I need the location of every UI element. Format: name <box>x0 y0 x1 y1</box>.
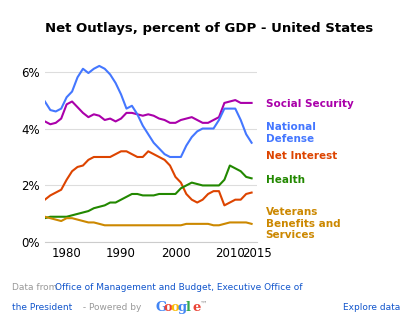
Text: o: o <box>163 301 172 314</box>
Text: Health: Health <box>266 175 304 185</box>
Text: Data from: Data from <box>12 284 60 292</box>
Text: g: g <box>178 301 187 314</box>
Text: Social Security: Social Security <box>266 99 353 109</box>
Text: Net Outlays, percent of GDP - United States: Net Outlays, percent of GDP - United Sta… <box>45 22 373 35</box>
Text: Net Interest: Net Interest <box>266 151 337 161</box>
Text: o: o <box>171 301 179 314</box>
Text: G: G <box>156 301 167 314</box>
Text: ™: ™ <box>200 300 208 309</box>
Text: Explore data: Explore data <box>343 303 400 312</box>
Text: National
Defense: National Defense <box>266 122 315 144</box>
Text: e: e <box>193 301 201 314</box>
Text: - Powered by: - Powered by <box>80 303 144 312</box>
Text: Veterans
Benefits and
Services: Veterans Benefits and Services <box>266 207 340 240</box>
Text: Office of Management and Budget, Executive Office of: Office of Management and Budget, Executi… <box>55 284 303 292</box>
Text: the President: the President <box>12 303 73 312</box>
Text: l: l <box>185 301 190 314</box>
